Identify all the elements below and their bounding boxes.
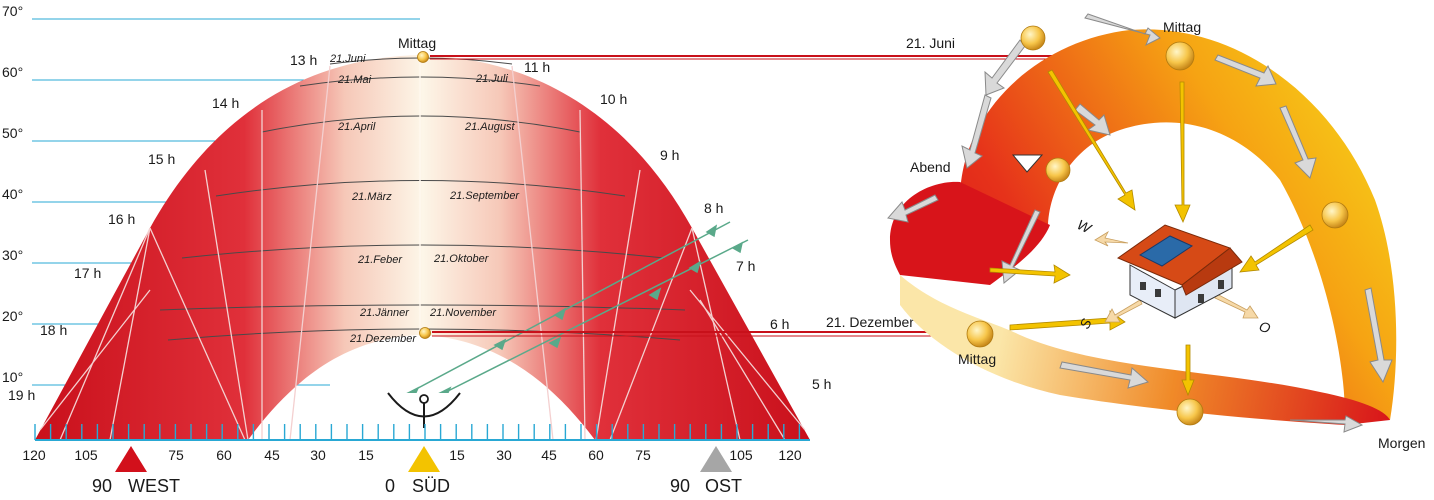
sun-path-band <box>35 55 810 440</box>
hour-label: 5 h <box>812 376 831 392</box>
hour-label: 18 h <box>40 322 67 338</box>
hour-label: 19 h <box>8 387 35 403</box>
hour-label: 17 h <box>74 265 101 281</box>
hour-label: 15 h <box>148 151 175 167</box>
sun-ball <box>1045 157 1071 183</box>
altitude-labels: 70° 60° 50° 40° 30° 20° 10° <box>2 3 23 385</box>
south-marker <box>408 446 440 472</box>
date-label: 21.Oktober <box>433 253 490 265</box>
azimuth-labels: 120 105 75 60 45 30 15 15 30 45 60 75 10… <box>22 447 802 463</box>
west-label: WEST <box>128 476 180 496</box>
az-tick-label: 45 <box>541 447 557 463</box>
summer-line-label: 21. Juni <box>906 35 955 51</box>
az-tick-label: 105 <box>74 447 98 463</box>
hour-label: 9 h <box>660 147 679 163</box>
sun-ball <box>966 320 994 348</box>
date-label: 21.Dezember <box>349 333 417 345</box>
hour-label: 8 h <box>704 200 723 216</box>
east-value: 90 <box>670 476 690 496</box>
noon-bottom-label: Mittag <box>958 351 996 367</box>
evening-label: Abend <box>910 159 950 175</box>
date-labels: 21.Juni 21.Mai 21.April 21.März 21.Feber… <box>329 53 520 345</box>
altitude-label: 20° <box>2 308 23 324</box>
altitude-label: 50° <box>2 125 23 141</box>
az-tick-label: 15 <box>449 447 465 463</box>
east-marker <box>700 446 732 472</box>
az-tick-label: 75 <box>168 447 184 463</box>
sun-ball <box>1020 25 1046 51</box>
triangle-icon <box>1011 154 1044 173</box>
az-tick-label: 45 <box>264 447 280 463</box>
hour-label: 14 h <box>212 95 239 111</box>
hour-label: 7 h <box>736 258 755 274</box>
sun-rays <box>404 221 749 399</box>
morning-label: Morgen <box>1378 435 1425 451</box>
hour-label: 11 h <box>524 59 550 75</box>
hour-label: 13 h <box>290 52 317 68</box>
az-tick-label: 15 <box>358 447 374 463</box>
compass-w: W <box>1075 216 1095 237</box>
noon-top-label: Mittag <box>1163 19 1201 35</box>
az-tick-label: 120 <box>778 447 802 463</box>
date-label: 21.September <box>449 190 520 202</box>
west-value: 90 <box>92 476 112 496</box>
house-icon <box>1116 224 1243 319</box>
az-tick-label: 75 <box>635 447 651 463</box>
az-tick-label: 30 <box>310 447 326 463</box>
compass-o: O <box>1257 318 1273 337</box>
hour-label: 10 h <box>600 91 627 107</box>
west-marker <box>115 446 147 472</box>
winter-noon-sun <box>419 327 431 339</box>
south-value: 0 <box>385 476 395 496</box>
orbit-diagram: W S O Mittag Mittag Abend M <box>887 13 1425 451</box>
hour-label: 6 h <box>770 316 789 332</box>
date-label: 21.November <box>429 307 497 319</box>
date-label: 21.Juni <box>329 53 366 65</box>
altitude-label: 10° <box>2 369 23 385</box>
hour-labels: 19 h 18 h 17 h 16 h 15 h 14 h 13 h 11 h … <box>8 52 831 403</box>
az-tick-label: 105 <box>729 447 753 463</box>
altitude-label: 30° <box>2 247 23 263</box>
date-label: 21.Juli <box>475 73 508 85</box>
azimuth-axis <box>34 424 810 441</box>
az-tick-label: 60 <box>216 447 232 463</box>
noon-label: Mittag <box>398 35 436 51</box>
south-label: SÜD <box>412 476 450 496</box>
observer-icon <box>387 392 461 428</box>
altitude-label: 70° <box>2 3 23 19</box>
date-label: 21.März <box>351 191 392 203</box>
date-label: 21.Mai <box>337 74 372 86</box>
date-label: 21.Jänner <box>359 307 410 319</box>
hour-label: 16 h <box>108 211 135 227</box>
hour-lines <box>39 65 806 441</box>
sun-ball <box>1321 201 1349 229</box>
az-tick-label: 30 <box>496 447 512 463</box>
east-label: OST <box>705 476 742 496</box>
sun-ball <box>1176 398 1204 426</box>
sun-ball <box>1165 41 1195 71</box>
date-label: 21.August <box>464 121 515 133</box>
altitude-label: 60° <box>2 64 23 80</box>
az-tick-label: 120 <box>22 447 46 463</box>
altitude-label: 40° <box>2 186 23 202</box>
compass-s: S <box>1076 315 1095 331</box>
date-label: 21.Feber <box>357 254 403 266</box>
winter-line-label: 21. Dezember <box>826 314 914 330</box>
date-label: 21.April <box>337 121 376 133</box>
summer-noon-sun <box>417 51 429 63</box>
az-tick-label: 60 <box>588 447 604 463</box>
